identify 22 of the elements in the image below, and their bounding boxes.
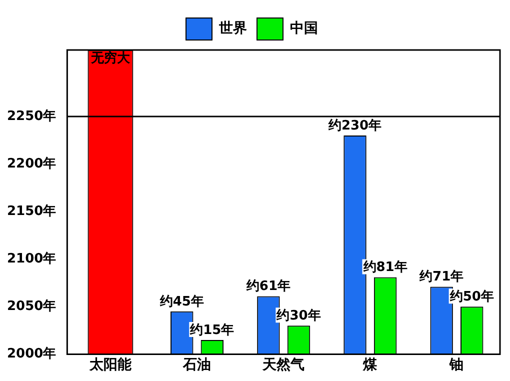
data-label: 约61年 [245,279,290,294]
legend-label: 世界 [218,20,247,37]
y-tick-label: 2250年 [6,108,56,124]
x-tick-label: 铀 [448,357,464,374]
data-label: 约230年 [327,118,382,134]
data-label: 约81年 [362,260,408,276]
x-tick-label: 天然气 [262,357,305,374]
data-label: 约15年 [189,322,234,338]
data-label: 约30年 [276,308,321,324]
data-label: 约45年 [158,294,204,310]
data-label: 无穷大 [90,50,131,66]
data-label: 约71年 [418,270,464,285]
data-label: 约50年 [448,290,494,305]
legend-label: 中国 [290,20,318,37]
x-tick-label: 石油 [182,357,212,374]
y-tick-label: 2100年 [6,252,56,267]
y-tick-label: 2000年 [6,346,56,362]
x-tick-label: 太阳能 [88,357,132,374]
y-tick-label: 2050年 [6,299,56,314]
y-tick-label: 2200年 [6,156,56,172]
x-tick-label: 煤 [362,357,378,374]
y-tick-label: 2150年 [6,204,56,219]
